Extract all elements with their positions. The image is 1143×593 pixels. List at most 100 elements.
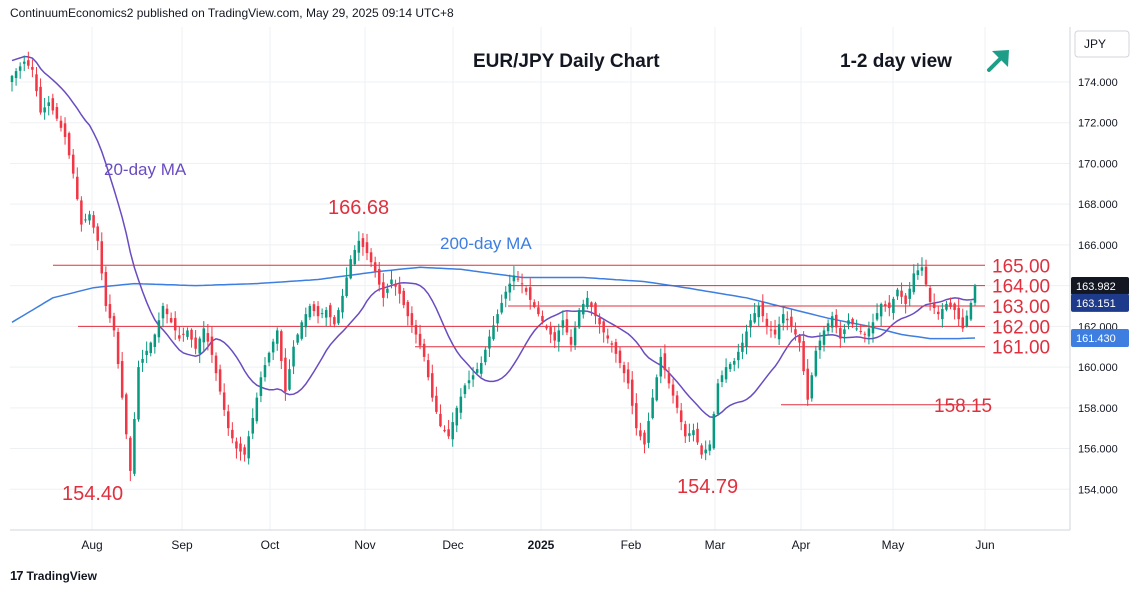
candle-body (586, 297, 589, 308)
candle (826, 319, 830, 335)
candle (675, 390, 679, 414)
candle-body (684, 424, 687, 437)
candle-body (692, 430, 695, 436)
ma20-layer (11, 55, 976, 419)
candle (447, 420, 450, 439)
candle-body (896, 289, 899, 297)
candle (300, 320, 303, 341)
candle-body (777, 324, 781, 340)
candle-body (398, 284, 401, 294)
candle-body (337, 310, 340, 324)
candle-body (573, 327, 577, 346)
candle (157, 312, 161, 343)
ma20-line (11, 55, 976, 419)
candle-body (851, 318, 854, 325)
candle (720, 370, 724, 388)
candle (329, 302, 332, 327)
candle-body (557, 330, 561, 342)
candle (71, 148, 75, 179)
candle-body (288, 369, 291, 390)
candle-body (206, 333, 210, 342)
candle (108, 294, 112, 323)
candle (781, 306, 785, 331)
currency-box[interactable] (1074, 30, 1130, 58)
candle-body (120, 361, 124, 398)
candle-body (431, 373, 434, 398)
candle (843, 324, 846, 343)
candle (43, 97, 46, 120)
candle-body (435, 395, 438, 412)
candle-body (300, 322, 303, 339)
candle-body (479, 363, 483, 374)
candle (777, 316, 781, 346)
candle (712, 411, 716, 450)
candle (765, 312, 769, 335)
candle (467, 370, 471, 390)
candle-body (973, 286, 977, 303)
candle-body (377, 269, 381, 285)
candle-body (720, 375, 724, 383)
candle-body (741, 342, 744, 352)
candle-body (859, 331, 863, 333)
candle-body (920, 267, 924, 271)
chart-labels: 163.982 163.151 161.430 (1071, 276, 1129, 347)
candle (14, 68, 18, 86)
candle (214, 352, 218, 381)
candle-body (414, 324, 418, 335)
candle-body (186, 330, 189, 337)
candle-body (361, 238, 365, 247)
candle (883, 300, 887, 312)
candle-body (541, 315, 544, 322)
candle (953, 302, 956, 320)
candle (830, 311, 834, 333)
price-label-box (1071, 293, 1129, 312)
candle-body (149, 342, 152, 354)
candle-body (647, 421, 650, 443)
candle (308, 303, 312, 321)
candle-body (284, 357, 287, 392)
candle (227, 404, 230, 436)
ma20-label: 20-day MA (104, 160, 187, 179)
candle-body (757, 305, 760, 318)
candle (373, 256, 377, 278)
candle-body (104, 272, 108, 306)
candle (337, 307, 340, 326)
candle-body (855, 328, 858, 330)
candle (814, 345, 818, 378)
candle (284, 348, 287, 401)
annotation-low-aug: 154.40 (62, 483, 123, 505)
tradingview-brand[interactable]: 17 TradingView (10, 568, 97, 583)
candle-body (31, 66, 34, 70)
candle-body (798, 335, 801, 343)
candle-body (349, 259, 352, 279)
candle-body (561, 320, 565, 328)
candle-body (549, 327, 552, 335)
candle-body (190, 329, 193, 340)
candle (753, 302, 756, 324)
candle-body (790, 316, 793, 327)
candle (888, 295, 891, 317)
candle-body (749, 320, 752, 328)
candle-body (439, 413, 442, 427)
candle (390, 269, 393, 289)
y-tick-label: 158.000 (1078, 403, 1118, 415)
candle (275, 327, 279, 351)
tradingview-logo-icon: 17 (10, 568, 24, 583)
candle (418, 324, 422, 350)
candle (704, 440, 707, 461)
candle (198, 336, 201, 363)
candle (928, 285, 932, 311)
candle (965, 310, 969, 328)
candle-body (231, 429, 234, 439)
annotation-high: 166.68 (328, 197, 389, 219)
candle-body (533, 302, 536, 308)
candle (855, 319, 858, 332)
candle (859, 323, 863, 335)
price-label: 163.151 (1076, 298, 1116, 310)
candle (716, 378, 720, 417)
candle-body (643, 432, 646, 445)
candle-body (769, 329, 773, 331)
candle (496, 309, 499, 332)
candle (492, 316, 495, 341)
